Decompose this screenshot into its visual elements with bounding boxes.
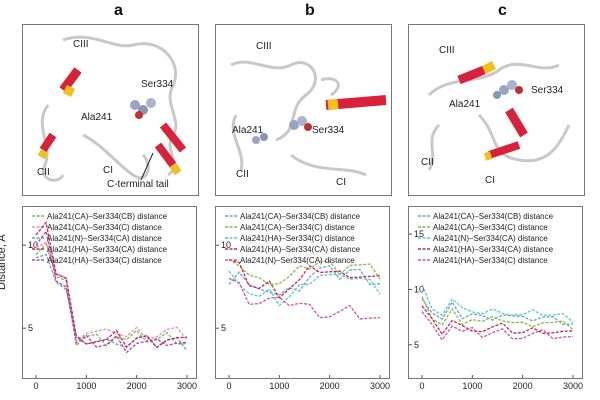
chart-a: 0 1000 2000 3000 5 10 Ala241(CA)–Ser334(CB) di… [22,206,197,391]
y-tick-label: 5 [414,340,419,350]
protein-structure-b: CIII Ala241 Ser334 CII CI [215,24,392,196]
label-ciii: CIII [73,39,89,50]
legend-label: Ala241(CA)–Ser334(C) distance [433,223,548,232]
x-tick-label: 2000 [320,381,340,391]
series-line [35,241,188,342]
y-tick-label: 10 [414,284,424,294]
plot-frame [22,206,197,379]
legend-label: Ala241(N)–Ser334(CA) distance [240,256,355,265]
label-ser334: Ser334 [141,79,174,90]
x-tick-label: 3000 [370,381,390,391]
legend-label: Ala241(HA)–Ser334(CA) distance [433,245,554,254]
protein-ribbon-b: CIII Ala241 Ser334 CII CI [230,41,387,188]
legend-label: Ala241(CA)–Ser334(CB) distance [47,212,168,221]
chart-a-svg: 0 1000 2000 3000 5 10 Ala241(CA)–Ser334(CB) di… [22,206,197,391]
series-line [228,258,381,286]
legend-label: Ala241(HA)–Ser334(C) distance [433,256,548,265]
label-ciii: CIII [439,45,455,56]
series-line [228,259,381,299]
x-tick-label: 3000 [563,381,583,391]
series-line [35,229,188,354]
plot-frame [408,206,583,379]
legend-label: Ala241(CA)–Ser334(CB) distance [240,212,361,221]
chart-b: 0 1000 2000 3000 5 10 Ala241(CA)–Ser334(CB) di… [215,206,390,391]
legend-label: Ala241(CA)–Ser334(C) distance [240,223,355,232]
series-line [228,270,381,307]
x-tick-label: 0 [33,381,38,391]
series-line [228,277,381,320]
label-ci: CI [485,175,495,186]
chart-c-svg: 0 1000 2000 3000 5 10 15 Ala241(CA)–Ser334(CB) … [408,206,583,391]
label-cii: CII [37,167,50,178]
y-tick-label: 10 [221,240,231,250]
chart-c: 0 1000 2000 3000 5 10 15 Ala241(CA)–Ser334(CB) … [408,206,583,391]
label-ser334: Ser334 [531,85,564,96]
protein-ribbon-c: CIII Ala241 Ser334 CII CI [421,45,571,186]
legend-label: Ala241(HA)–Ser334(C) distance [47,256,162,265]
series-line [421,305,574,336]
legend-label: Ala241(HA)–Ser334(CA) distance [240,245,361,254]
series-line [35,242,188,347]
label-ciii: CIII [256,41,272,52]
series-line [421,296,574,331]
x-tick-label: 1000 [76,381,96,391]
label-ala241: Ala241 [449,99,481,110]
plot-frame [215,206,390,379]
label-ser334: Ser334 [312,125,345,136]
y-tick-label: 5 [28,323,33,333]
x-tick-label: 2000 [127,381,147,391]
x-tick-label: 1000 [269,381,289,391]
series-line [421,311,574,342]
label-c-terminal-tail: C-terminal tail [107,179,169,190]
panel-letter-c: c [498,2,507,19]
label-ci: CI [103,165,113,176]
series-line [421,284,574,323]
y-tick-label: 10 [28,240,38,250]
label-ala241: Ala241 [232,125,264,136]
x-tick-label: 3000 [177,381,197,391]
legend-label: Ala241(N)–Ser334(CA) distance [433,234,548,243]
y-tick-label: 15 [414,229,424,239]
panel-letter-a: a [114,2,123,19]
protein-ribbon-a: CIII Ser334 Ala241 CII CI C-terminal tai… [37,35,187,190]
legend-label: Ala241(CA)–Ser334(CB) distance [433,212,554,221]
x-tick-label: 0 [419,381,424,391]
label-cii: CII [236,169,249,180]
legend-label: Ala241(CA)–Ser334(C) distance [47,223,162,232]
legend-label: Ala241(HA)–Ser334(C) distance [240,234,355,243]
series-line [421,298,574,326]
x-tick-label: 1000 [462,381,482,391]
y-tick-label: 5 [221,323,226,333]
label-cii: CII [421,157,434,168]
label-ala241: Ala241 [81,112,113,123]
legend-label: Ala241(HA)–Ser334(CA) distance [47,245,168,254]
legend-label: Ala241(N)–Ser334(CA) distance [47,234,162,243]
protein-structure-a: CIII Ser334 Ala241 CII CI C-terminal tai… [22,24,199,196]
panel-letter-b: b [305,2,315,19]
label-ci: CI [336,177,346,188]
protein-structure-c: CIII Ala241 Ser334 CII CI [408,24,585,196]
x-tick-label: 0 [226,381,231,391]
y-axis-label: Distance, A [0,234,8,290]
chart-b-svg: 0 1000 2000 3000 5 10 Ala241(CA)–Ser334(CB) di… [215,206,390,391]
series-line [35,221,188,349]
x-tick-label: 2000 [513,381,533,391]
